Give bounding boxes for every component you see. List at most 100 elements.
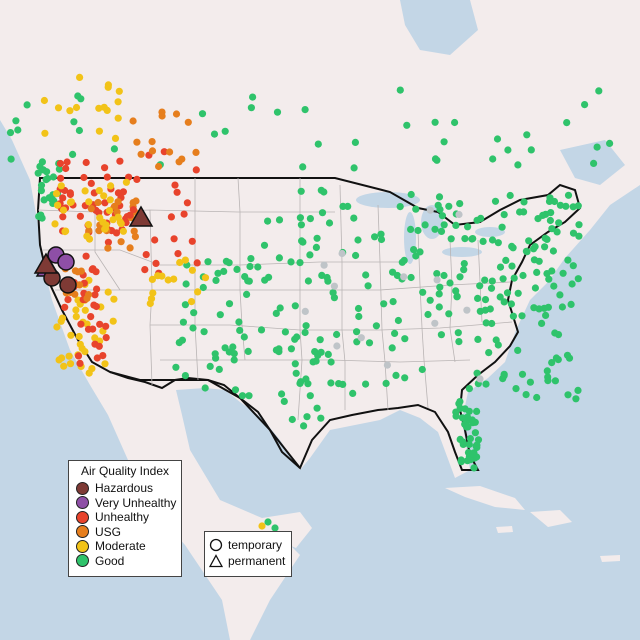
monitor-point <box>421 221 429 229</box>
monitor-point <box>181 256 189 264</box>
monitor-point <box>38 158 47 166</box>
monitor-point <box>431 155 440 163</box>
monitor-point <box>304 277 312 285</box>
monitor-point <box>312 357 320 365</box>
monitor-point <box>440 221 448 229</box>
monitor-point <box>51 220 59 228</box>
monitor-point <box>72 103 81 112</box>
monitor-point <box>324 350 332 358</box>
monitor-point <box>119 227 127 235</box>
monitor-point <box>520 198 528 206</box>
monitor-point <box>306 251 314 259</box>
monitor-point <box>41 129 49 137</box>
monitor-point <box>7 155 15 163</box>
monitor-point <box>514 161 522 169</box>
monitor-point <box>111 134 120 142</box>
monitor-point <box>316 336 324 344</box>
monitor-point <box>436 205 444 214</box>
monitor-point <box>78 344 86 353</box>
monitor-point <box>85 235 94 243</box>
legend-label: Very Unhealthy <box>95 495 177 510</box>
monitor-point <box>62 227 70 235</box>
monitor-point <box>574 275 582 283</box>
monitor-point <box>545 197 554 205</box>
monitor-point <box>172 110 181 118</box>
monitor-point <box>148 138 156 146</box>
monitor-point <box>514 289 522 297</box>
monitor-point <box>431 225 439 233</box>
legend-entries: Hazardous Very Unhealthy Unhealthy USG Moder… <box>69 481 181 568</box>
monitor-point <box>474 294 482 302</box>
monitor-point <box>564 191 573 199</box>
monitor-point <box>182 280 190 288</box>
monitor-point <box>445 202 453 210</box>
monitor-point <box>200 328 208 336</box>
monitor-point <box>477 214 485 222</box>
monitor-point <box>546 216 555 225</box>
monitor-point <box>516 208 524 216</box>
jamaica-island <box>496 526 513 533</box>
monitor-point <box>391 329 399 337</box>
monitor-point <box>438 212 446 220</box>
monitor-point <box>494 239 502 247</box>
monitor-point <box>85 291 93 299</box>
monitor-point <box>74 352 83 360</box>
monitor-point <box>320 261 328 269</box>
monitor-point <box>558 303 567 311</box>
monitor-point <box>533 268 541 276</box>
monitor-point <box>549 247 558 255</box>
monitor-type-label: temporary <box>228 538 283 552</box>
monitor-point <box>437 331 445 339</box>
monitor-point <box>240 333 248 341</box>
monitor-point <box>569 229 578 237</box>
monitor-point <box>87 205 95 213</box>
monitor-point <box>257 326 266 334</box>
monitor-point <box>559 269 567 277</box>
monitor-point <box>55 356 63 364</box>
legend-label: USG <box>95 524 122 539</box>
monitor-point <box>296 214 304 222</box>
monitor-point <box>506 191 514 200</box>
monitor-type-legend: temporary permanent <box>204 531 292 577</box>
monitor-point <box>482 319 490 327</box>
monitor-point <box>297 187 305 195</box>
monitor-point <box>371 233 379 241</box>
monitor-point <box>221 344 229 352</box>
monitor-point <box>303 413 311 421</box>
monitor-point <box>481 276 489 284</box>
monitor-point <box>459 440 467 448</box>
monitor-point <box>504 146 512 154</box>
monitor-point <box>192 166 200 174</box>
monitor-point <box>37 187 46 195</box>
monitor-point <box>57 174 65 182</box>
monitor-point <box>435 290 443 298</box>
monitor-point <box>535 257 543 265</box>
monitor-point <box>352 251 360 260</box>
monitor-point <box>114 98 122 106</box>
monitor-point <box>76 73 84 81</box>
monitor-point <box>508 262 516 270</box>
monitor-point <box>57 317 65 325</box>
monitor-point <box>551 377 560 385</box>
monitor-point <box>493 135 502 143</box>
monitor-point <box>75 332 83 341</box>
monitor-point <box>90 301 98 309</box>
monitor-point <box>327 379 335 387</box>
monitor-point <box>388 344 396 352</box>
monitor-point <box>526 378 535 386</box>
monitor-point <box>426 296 434 304</box>
monitor-point <box>40 96 49 105</box>
monitor-point <box>229 343 237 351</box>
monitor-point <box>106 196 114 204</box>
monitor-point <box>435 303 443 311</box>
cuba-island <box>445 486 525 510</box>
puerto-rico-island <box>600 555 620 562</box>
monitor-point <box>67 331 75 339</box>
monitor-point <box>455 400 463 408</box>
monitor-point <box>155 162 163 171</box>
monitor-point <box>278 390 286 398</box>
monitor-point <box>55 165 64 173</box>
monitor-point <box>72 306 80 314</box>
monitor-point <box>456 200 464 208</box>
monitor-point <box>500 298 508 306</box>
